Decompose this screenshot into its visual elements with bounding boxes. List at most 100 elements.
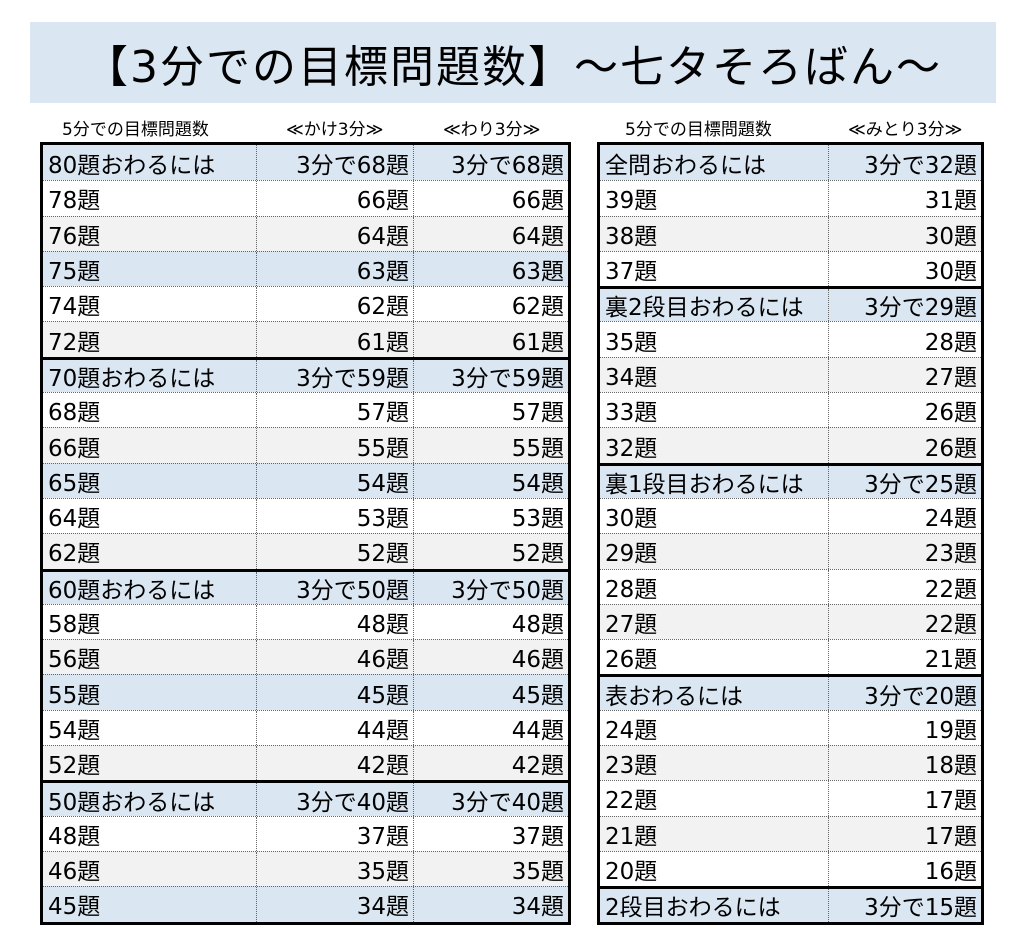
target-cell: 26題 [605, 647, 658, 674]
wari-cell: 3分で68題 [413, 145, 568, 181]
table-section-row: 2段目おわるには 3分で15題 [600, 886, 981, 922]
mitori-cell: 22題 [828, 604, 981, 640]
mitori-cell: 24題 [828, 498, 981, 534]
target-cell: 68題 [48, 400, 101, 427]
mitori-cell: 26題 [828, 393, 981, 428]
wari-cell: 54題 [413, 463, 568, 498]
mitori-cell: 21題 [828, 640, 981, 675]
mitori-cell: 28題 [828, 322, 981, 357]
table-row: 21題 17題 [600, 815, 981, 851]
target-cell: 裏1段目おわるには [605, 471, 804, 498]
target-cell: 21題 [605, 823, 658, 850]
mitori-cell: 31題 [828, 181, 981, 216]
table-row: 28題 22題 [600, 568, 981, 604]
table-row: 32題 26題 [600, 427, 981, 463]
target-cell: 76題 [48, 223, 101, 250]
target-cell: 24題 [605, 717, 658, 744]
wari-cell: 34題 [413, 887, 568, 922]
mitori-cell: 30題 [828, 251, 981, 287]
target-cell: 65題 [48, 470, 101, 497]
table-row: 33題 26題 [600, 392, 981, 428]
wari-cell: 63題 [413, 251, 568, 287]
wari-cell: 52題 [413, 534, 568, 569]
wari-cell: 57題 [413, 393, 568, 428]
mitori-cell: 30題 [828, 216, 981, 251]
kake-cell: 42題 [256, 746, 413, 781]
wari-cell: 64題 [413, 216, 568, 251]
target-cell: 54題 [48, 717, 101, 744]
table-row: 58題 48題 48題 [43, 603, 568, 640]
target-cell: 72題 [48, 329, 101, 356]
mitori-cell: 3分で32題 [828, 145, 981, 181]
target-cell: 78題 [48, 188, 101, 215]
kake-cell: 61題 [256, 322, 413, 357]
kake-cell: 45題 [256, 675, 413, 710]
target-cell: 28題 [605, 576, 658, 603]
table-section-row: 全問おわるには 3分で32題 [600, 145, 981, 181]
mitori-cell: 23題 [828, 534, 981, 569]
mitori-cell: 22題 [828, 569, 981, 604]
kake-cell: 53題 [256, 498, 413, 534]
kake-cell: 37題 [256, 816, 413, 851]
kake-cell: 3分で59題 [256, 359, 413, 393]
table-row: 24題 19題 [600, 709, 981, 746]
right-header-target: 5分での目標問題数 [625, 119, 772, 140]
target-cell: 35題 [605, 329, 658, 356]
target-cell: 全問おわるには [605, 152, 766, 179]
kake-cell: 3分で50題 [256, 571, 413, 604]
left-header-target: 5分での目標問題数 [62, 119, 209, 140]
mitori-cell: 26題 [828, 428, 981, 463]
wari-cell: 46題 [413, 640, 568, 675]
left-header-kake: ≪かけ3分≫ [286, 119, 384, 140]
table-row: 29題 23題 [600, 533, 981, 569]
kake-cell: 62題 [256, 287, 413, 322]
target-cell: 22題 [605, 788, 658, 815]
table-row: 66題 55題 55題 [43, 427, 568, 463]
target-cell: 33題 [605, 400, 658, 427]
target-cell: 70題おわるには [48, 365, 216, 392]
target-cell: 64題 [48, 506, 101, 533]
table-row: 30題 24題 [600, 497, 981, 534]
target-cell: 58題 [48, 612, 101, 638]
kake-cell: 54題 [256, 463, 413, 498]
wari-cell: 44題 [413, 710, 568, 746]
kake-cell: 46題 [256, 640, 413, 675]
table-row: 65題 54題 54題 [43, 462, 568, 498]
wari-cell: 48題 [413, 604, 568, 640]
kake-cell: 34題 [256, 887, 413, 922]
table-row: 72題 61題 61題 [43, 321, 568, 357]
target-cell: 23題 [605, 753, 658, 780]
target-cell: 75題 [48, 259, 101, 286]
table-row: 39題 31題 [600, 180, 981, 216]
mitori-cell: 18題 [828, 746, 981, 781]
wari-cell: 55題 [413, 428, 568, 463]
table-row: 75題 63題 63題 [43, 250, 568, 287]
mitori-cell: 27題 [828, 357, 981, 393]
target-cell: 55題 [48, 682, 101, 709]
wari-cell: 42題 [413, 746, 568, 781]
table-row: 55題 45題 45題 [43, 674, 568, 710]
target-cell: 74題 [48, 294, 101, 321]
target-cell: 80題おわるには [48, 152, 216, 179]
table-row: 68題 57題 57題 [43, 392, 568, 428]
wari-cell: 61題 [413, 322, 568, 357]
table-row: 48題 37題 37題 [43, 815, 568, 851]
target-cell: 60題おわるには [48, 577, 216, 604]
table-row: 78題 66題 66題 [43, 180, 568, 216]
wari-cell: 3分で50題 [413, 571, 568, 604]
target-cell: 30題 [605, 506, 658, 533]
table-row: 34題 27題 [600, 356, 981, 393]
table-row: 62題 52題 52題 [43, 533, 568, 569]
kake-cell: 3分で40題 [256, 783, 413, 816]
left-table: 80題おわるには 3分で68題 3分で68題 78題 66題 66題 76題 64題 64題 75… [40, 142, 571, 925]
table-row: 46題 35題 35題 [43, 850, 568, 887]
page-title: 【3分での目標問題数】～七タそろばん～ [30, 22, 996, 103]
target-cell: 表おわるには [605, 683, 743, 710]
table-section-row: 裏1段目おわるには 3分で25題 [600, 462, 981, 498]
target-cell: 52題 [48, 753, 101, 780]
table-section-row: 70題おわるには 3分で59題 3分で59題 [43, 356, 568, 393]
table-section-row: 80題おわるには 3分で68題 3分で68題 [43, 145, 568, 181]
kake-cell: 35題 [256, 851, 413, 887]
target-cell: 56題 [48, 647, 101, 674]
target-cell: 50題おわるには [48, 789, 216, 816]
